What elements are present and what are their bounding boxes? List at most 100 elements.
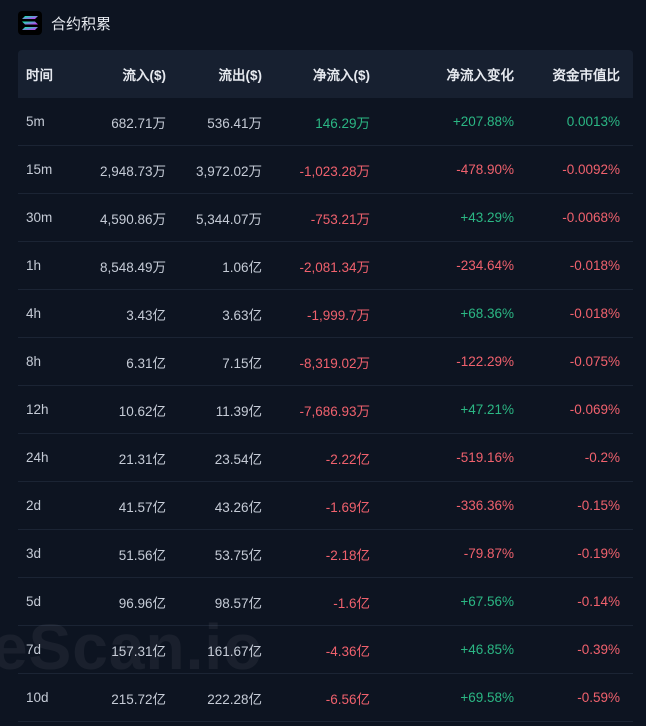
table-row: 7d 157.31亿 161.67亿 -4.36亿 +46.85% -0.39% xyxy=(18,626,633,674)
table-row: 5d 96.96亿 98.57亿 -1.6亿 +67.56% -0.14% xyxy=(18,578,633,626)
ratio-cell: -0.0068% xyxy=(562,210,620,225)
net-inflow-cell: -1.69亿 xyxy=(325,499,370,515)
table-row: 12h 10.62亿 11.39亿 -7,686.93万 +47.21% -0.069% xyxy=(18,386,633,434)
inflow-cell: 10.62亿 xyxy=(118,403,166,419)
outflow-cell: 53.75亿 xyxy=(214,547,262,563)
ratio-cell: -0.15% xyxy=(577,498,620,513)
inflow-cell: 4,590.86万 xyxy=(99,211,166,227)
col-header-ratio[interactable]: 资金市值比 xyxy=(552,68,621,83)
outflow-cell: 43.26亿 xyxy=(214,499,262,515)
net-inflow-cell: -1,023.28万 xyxy=(299,163,370,179)
table-row: 4h 3.43亿 3.63亿 -1,999.7万 +68.36% -0.018% xyxy=(18,290,633,338)
inflow-cell: 41.57亿 xyxy=(118,499,166,515)
col-header-outflow[interactable]: 流出($) xyxy=(218,68,263,83)
net-change-cell: +67.56% xyxy=(460,594,514,609)
outflow-cell: 1.06亿 xyxy=(222,259,262,275)
page-title: 合约积累 xyxy=(51,15,112,33)
inflow-cell: 51.56亿 xyxy=(118,547,166,563)
net-inflow-cell: -7,686.93万 xyxy=(299,403,370,419)
net-change-cell: -234.64% xyxy=(456,258,514,273)
inflow-cell: 8,548.49万 xyxy=(99,259,166,275)
time-cell: 3d xyxy=(26,546,42,561)
time-cell: 12h xyxy=(26,402,49,417)
time-cell: 24h xyxy=(26,450,49,465)
table-row: 1h 8,548.49万 1.06亿 -2,081.34万 -234.64% -0.018… xyxy=(18,242,633,290)
ratio-cell: -0.2% xyxy=(584,450,620,465)
net-change-cell: -336.36% xyxy=(456,498,514,513)
time-cell: 1h xyxy=(26,258,42,273)
inflow-cell: 96.96亿 xyxy=(118,595,166,611)
col-header-net-inflow[interactable]: 净流入($) xyxy=(313,68,370,83)
table-row: 3d 51.56亿 53.75亿 -2.18亿 -79.87% -0.19% xyxy=(18,530,633,578)
ratio-cell: -0.0092% xyxy=(562,162,620,177)
ratio-cell: -0.19% xyxy=(577,546,620,561)
time-cell: 5m xyxy=(26,114,45,129)
time-cell: 2d xyxy=(26,498,42,513)
table-row: 5m 682.71万 536.41万 146.29万 +207.88% 0.0013% xyxy=(18,98,633,146)
ratio-cell: -0.14% xyxy=(577,594,620,609)
outflow-cell: 7.15亿 xyxy=(222,355,262,371)
inflow-cell: 157.31亿 xyxy=(111,643,166,659)
net-inflow-cell: -8,319.02万 xyxy=(299,355,370,371)
inflow-cell: 3.43亿 xyxy=(126,307,166,323)
outflow-cell: 536.41万 xyxy=(207,115,262,131)
net-inflow-cell: 146.29万 xyxy=(315,115,370,131)
ratio-cell: -0.069% xyxy=(569,402,620,417)
accumulation-table: 时间 流入($) 流出($) 净流入($) 净流入变化 资金市值比 5m 682.… xyxy=(18,50,633,722)
net-inflow-cell: -753.21万 xyxy=(310,211,370,227)
time-cell: 7d xyxy=(26,642,42,657)
inflow-cell: 6.31亿 xyxy=(126,355,166,371)
table-row: 10d 215.72亿 222.28亿 -6.56亿 +69.58% -0.59% xyxy=(18,674,633,722)
net-change-cell: +69.58% xyxy=(460,690,514,705)
inflow-cell: 2,948.73万 xyxy=(99,163,166,179)
net-change-cell: -122.29% xyxy=(456,354,514,369)
outflow-cell: 5,344.07万 xyxy=(195,211,262,227)
table-body: 5m 682.71万 536.41万 146.29万 +207.88% 0.0013% 15… xyxy=(18,98,633,722)
time-cell: 10d xyxy=(26,690,49,705)
net-change-cell: +47.21% xyxy=(460,402,514,417)
net-inflow-cell: -4.36亿 xyxy=(325,643,370,659)
outflow-cell: 3,972.02万 xyxy=(195,163,262,179)
ratio-cell: -0.018% xyxy=(569,306,620,321)
net-inflow-cell: -2.18亿 xyxy=(325,547,370,563)
time-cell: 30m xyxy=(26,210,53,225)
net-inflow-cell: -1,999.7万 xyxy=(306,307,370,323)
outflow-cell: 3.63亿 xyxy=(222,307,262,323)
ratio-cell: 0.0013% xyxy=(566,114,620,129)
table-row: 15m 2,948.73万 3,972.02万 -1,023.28万 -478.90% -… xyxy=(18,146,633,194)
col-header-inflow[interactable]: 流入($) xyxy=(122,68,167,83)
table-row: 8h 6.31亿 7.15亿 -8,319.02万 -122.29% -0.075% xyxy=(18,338,633,386)
outflow-cell: 23.54亿 xyxy=(214,451,262,467)
ratio-cell: -0.075% xyxy=(569,354,620,369)
time-cell: 5d xyxy=(26,594,42,609)
net-change-cell: -478.90% xyxy=(456,162,514,177)
net-inflow-cell: -1.6亿 xyxy=(333,595,370,611)
net-change-cell: +46.85% xyxy=(460,642,514,657)
col-header-net-change[interactable]: 净流入变化 xyxy=(446,68,515,83)
inflow-cell: 215.72亿 xyxy=(111,691,166,707)
net-change-cell: +43.29% xyxy=(460,210,514,225)
time-cell: 8h xyxy=(26,354,42,369)
table-row: 30m 4,590.86万 5,344.07万 -753.21万 +43.29% -0.0… xyxy=(18,194,633,242)
time-cell: 4h xyxy=(26,306,42,321)
table-row: 24h 21.31亿 23.54亿 -2.22亿 -519.16% -0.2% xyxy=(18,434,633,482)
table-header: 时间 流入($) 流出($) 净流入($) 净流入变化 资金市值比 xyxy=(18,50,633,98)
ratio-cell: -0.39% xyxy=(577,642,620,657)
outflow-cell: 11.39亿 xyxy=(215,403,262,419)
net-change-cell: +68.36% xyxy=(460,306,514,321)
time-cell: 15m xyxy=(26,162,53,177)
page-header: 合约积累 xyxy=(0,0,646,46)
ratio-cell: -0.018% xyxy=(569,258,620,273)
outflow-cell: 222.28亿 xyxy=(207,691,262,707)
net-inflow-cell: -2.22亿 xyxy=(325,451,370,467)
ratio-cell: -0.59% xyxy=(577,690,620,705)
net-change-cell: -79.87% xyxy=(463,546,514,561)
net-change-cell: -519.16% xyxy=(456,450,514,465)
net-inflow-cell: -2,081.34万 xyxy=(299,259,370,275)
net-change-cell: +207.88% xyxy=(452,114,514,129)
outflow-cell: 161.67亿 xyxy=(207,643,262,659)
net-inflow-cell: -6.56亿 xyxy=(325,691,370,707)
table-row: 2d 41.57亿 43.26亿 -1.69亿 -336.36% -0.15% xyxy=(18,482,633,530)
col-header-time[interactable]: 时间 xyxy=(26,68,53,83)
outflow-cell: 98.57亿 xyxy=(214,595,262,611)
